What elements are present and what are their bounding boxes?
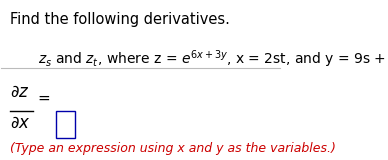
Text: $\partial z$: $\partial z$ xyxy=(10,83,29,101)
Text: =: = xyxy=(38,91,50,106)
Text: (Type an expression using x and y as the variables.): (Type an expression using x and y as the… xyxy=(10,142,336,155)
Text: $z_s$ and $z_t$, where z = $e^{6x + 3y}$, x = 2st, and y = 9s + 5t: $z_s$ and $z_t$, where z = $e^{6x + 3y}$… xyxy=(38,48,388,70)
Text: Find the following derivatives.: Find the following derivatives. xyxy=(10,12,230,27)
Text: $\partial x$: $\partial x$ xyxy=(10,114,30,132)
FancyBboxPatch shape xyxy=(56,111,75,138)
